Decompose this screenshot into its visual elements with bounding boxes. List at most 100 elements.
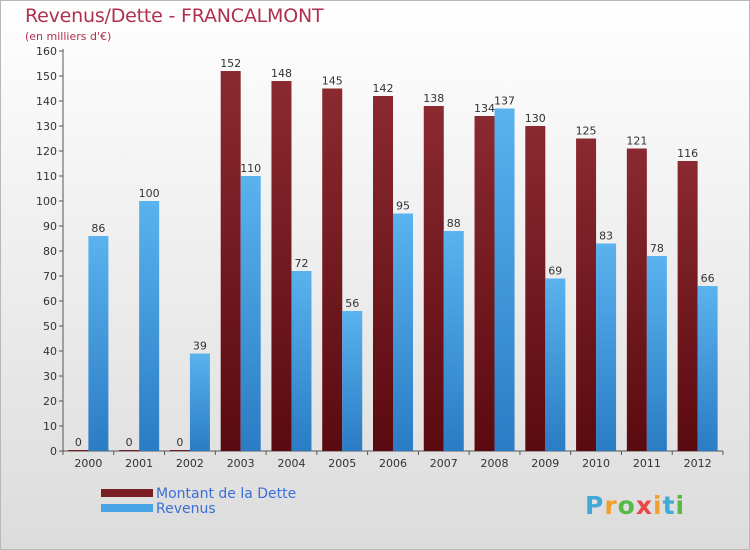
logo-letter: x: [635, 491, 653, 520]
x-tick-label: 2009: [531, 457, 559, 470]
data-label-revenus: 86: [91, 222, 105, 235]
x-tick-label: 2004: [277, 457, 305, 470]
logo-letter: r: [604, 491, 618, 520]
bar-revenus: [646, 256, 667, 451]
bar-revenus: [443, 231, 464, 451]
bar-revenus: [393, 213, 413, 451]
x-tick-label: 2006: [379, 457, 407, 470]
data-label-dette: 142: [373, 82, 394, 95]
data-label-revenus: 39: [193, 340, 207, 353]
y-tick-label: 40: [43, 345, 57, 358]
bar-dette: [576, 138, 597, 451]
data-label-revenus: 78: [650, 242, 664, 255]
legend-swatch-revenus: [101, 504, 153, 512]
y-tick-label: 90: [43, 220, 57, 233]
x-tick-label: 2007: [430, 457, 458, 470]
bar-dette: [525, 126, 546, 451]
logo-letter: o: [617, 491, 636, 520]
data-label-dette: 116: [677, 147, 698, 160]
bar-dette: [119, 450, 140, 451]
y-tick-label: 50: [43, 320, 57, 333]
bar-revenus: [494, 108, 515, 451]
logo-letter: i: [675, 491, 686, 520]
data-label-dette: 0: [126, 436, 133, 449]
y-tick-label: 20: [43, 395, 57, 408]
y-tick-label: 160: [36, 45, 57, 58]
bar-dette: [220, 71, 241, 451]
legend-item-revenus: Revenus: [101, 502, 296, 517]
x-tick-label: 2001: [125, 457, 153, 470]
logo-letter: t: [662, 491, 676, 520]
bar-dette: [423, 106, 444, 451]
bar-revenus: [240, 176, 261, 451]
x-tick-label: 2000: [74, 457, 102, 470]
logo-letter: P: [585, 491, 605, 520]
data-label-dette: 148: [271, 67, 292, 80]
data-label-dette: 138: [423, 92, 444, 105]
y-tick-label: 60: [43, 295, 57, 308]
data-label-revenus: 110: [240, 162, 261, 175]
data-label-dette: 125: [576, 125, 597, 138]
data-label-dette: 0: [176, 436, 183, 449]
x-tick-label: 2002: [176, 457, 204, 470]
bar-revenus: [291, 271, 312, 451]
bar-revenus: [342, 311, 363, 451]
data-label-revenus: 95: [396, 200, 410, 213]
data-label-dette: 130: [525, 112, 546, 125]
data-label-revenus: 66: [701, 272, 715, 285]
legend-swatch-dette: [101, 489, 153, 497]
bar-dette: [322, 88, 343, 451]
x-tick-label: 2003: [227, 457, 255, 470]
data-label-revenus: 137: [494, 95, 515, 108]
bar-dette: [474, 116, 495, 451]
y-tick-label: 110: [36, 170, 57, 183]
data-label-revenus: 83: [599, 230, 613, 243]
data-label-revenus: 72: [294, 257, 308, 270]
legend-label-revenus: Revenus: [156, 501, 216, 517]
x-tick-label: 2012: [684, 457, 712, 470]
x-tick-label: 2005: [328, 457, 356, 470]
bar-revenus: [596, 243, 617, 451]
data-labels: 0860100039152110148721455614295138881341…: [75, 57, 715, 449]
legend-label-dette: Montant de la Dette: [156, 486, 297, 502]
y-tick-label: 80: [43, 245, 57, 258]
bar-revenus: [189, 353, 210, 451]
y-tick-label: 130: [36, 120, 57, 133]
legend-item-dette: Montant de la Dette: [101, 487, 296, 502]
bar-revenus: [139, 201, 160, 451]
bars: [68, 71, 718, 451]
bar-dette: [677, 161, 698, 451]
y-tick-label: 120: [36, 145, 57, 158]
bar-dette: [626, 148, 647, 451]
data-label-revenus: 56: [345, 297, 359, 310]
data-label-dette: 0: [75, 436, 82, 449]
bar-dette: [373, 96, 393, 451]
y-tick-label: 70: [43, 270, 57, 283]
y-tick-label: 100: [36, 195, 57, 208]
bar-revenus: [545, 278, 566, 451]
bar-dette: [271, 81, 292, 451]
logo-letter: i: [653, 491, 663, 520]
bar-dette: [169, 450, 190, 451]
data-label-dette: 121: [626, 135, 647, 148]
chart-subtitle: (en milliers d'€): [25, 30, 112, 43]
x-tick-label: 2008: [481, 457, 509, 470]
x-tick-label: 2010: [582, 457, 610, 470]
data-label-dette: 134: [474, 102, 495, 115]
y-tick-label: 30: [43, 370, 57, 383]
data-label-dette: 152: [220, 57, 241, 70]
data-label-revenus: 69: [548, 265, 562, 278]
y-tick-label: 0: [50, 445, 57, 458]
bar-revenus: [697, 286, 718, 451]
data-label-revenus: 100: [139, 187, 160, 200]
legend: Montant de la Dette Revenus: [101, 487, 296, 517]
data-label-revenus: 88: [447, 217, 461, 230]
chart-title: Revenus/Dette - FRANCALMONT: [25, 5, 324, 27]
proxiti-logo: Proxiti: [585, 491, 685, 520]
x-tick-label: 2011: [633, 457, 661, 470]
data-label-dette: 145: [322, 75, 343, 88]
bar-revenus: [88, 236, 109, 451]
bar-dette: [68, 450, 89, 451]
